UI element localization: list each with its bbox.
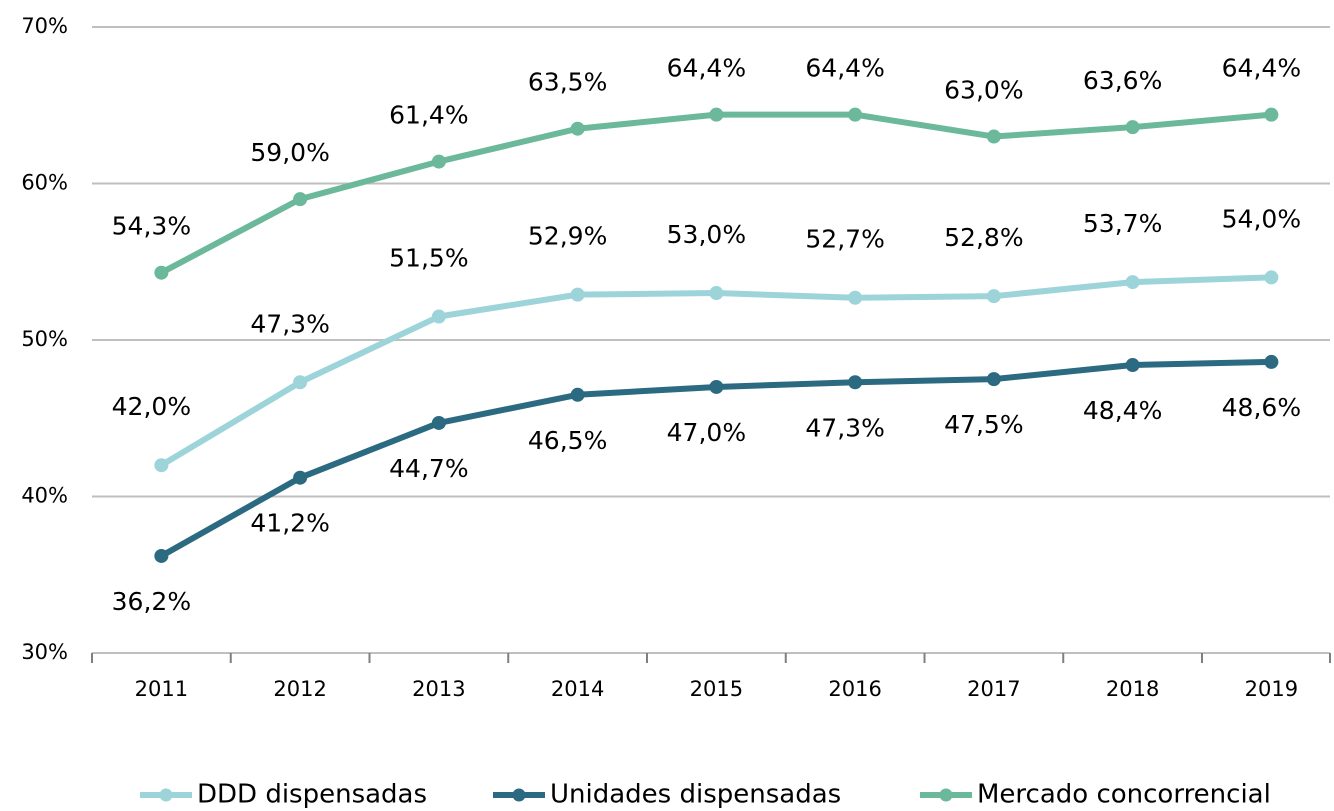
data-label: 48,6% xyxy=(1222,393,1301,422)
point xyxy=(848,375,863,390)
x-tick-label: 2013 xyxy=(412,677,465,701)
point xyxy=(709,379,724,394)
point xyxy=(1125,120,1140,135)
point xyxy=(431,154,446,169)
point xyxy=(1264,270,1279,285)
point xyxy=(154,458,169,473)
point xyxy=(1125,358,1140,373)
data-label: 63,5% xyxy=(528,68,607,97)
point xyxy=(431,415,446,430)
data-label: 64,4% xyxy=(667,54,746,83)
x-tick-label: 2015 xyxy=(690,677,743,701)
point xyxy=(293,375,308,390)
data-label: 47,3% xyxy=(805,413,884,442)
point xyxy=(1125,275,1140,290)
data-label: 47,3% xyxy=(250,309,329,338)
point xyxy=(154,548,169,563)
data-label: 54,3% xyxy=(112,212,191,241)
data-label: 47,5% xyxy=(944,410,1023,439)
point xyxy=(709,107,724,122)
x-tick-label: 2014 xyxy=(551,677,604,701)
data-label: 46,5% xyxy=(528,426,607,455)
data-label: 63,6% xyxy=(1083,66,1162,95)
legend-marker xyxy=(939,788,953,802)
point xyxy=(293,192,308,207)
x-tick-label: 2012 xyxy=(273,677,326,701)
data-label: 52,9% xyxy=(528,222,607,251)
data-label: 52,8% xyxy=(944,223,1023,252)
data-label: 44,7% xyxy=(389,454,468,483)
point xyxy=(709,286,724,301)
data-label: 63,0% xyxy=(944,76,1023,105)
data-label: 53,7% xyxy=(1083,209,1162,238)
data-label: 48,4% xyxy=(1083,396,1162,425)
x-tick-label: 2016 xyxy=(828,677,881,701)
legend-marker xyxy=(512,788,526,802)
data-label: 51,5% xyxy=(389,244,468,273)
legend-label: Mercado concorrencial xyxy=(977,780,1271,810)
point xyxy=(431,309,446,324)
point xyxy=(293,470,308,485)
point xyxy=(570,387,585,402)
legend-label: DDD dispensadas xyxy=(197,780,427,810)
x-tick-label: 2018 xyxy=(1106,677,1159,701)
data-label: 42,0% xyxy=(112,392,191,421)
point xyxy=(986,372,1001,387)
data-label: 47,0% xyxy=(667,418,746,447)
point xyxy=(154,265,169,280)
y-tick-label: 40% xyxy=(21,484,68,508)
y-tick-label: 70% xyxy=(21,14,68,38)
x-tick-label: 2017 xyxy=(967,677,1020,701)
legend-marker xyxy=(159,788,173,802)
data-label: 53,0% xyxy=(667,220,746,249)
point xyxy=(848,290,863,305)
data-label: 41,2% xyxy=(250,509,329,538)
point xyxy=(986,129,1001,144)
y-tick-label: 60% xyxy=(21,171,68,195)
y-tick-label: 50% xyxy=(21,327,68,351)
x-tick-label: 2011 xyxy=(135,677,188,701)
x-tick-label: 2019 xyxy=(1245,677,1298,701)
point xyxy=(986,289,1001,304)
point xyxy=(1264,107,1279,122)
data-label: 64,4% xyxy=(805,54,884,83)
data-label: 36,2% xyxy=(112,587,191,616)
data-label: 64,4% xyxy=(1222,54,1301,83)
point xyxy=(848,107,863,122)
data-label: 59,0% xyxy=(250,138,329,167)
data-label: 61,4% xyxy=(389,101,468,130)
point xyxy=(570,287,585,302)
y-tick-label: 30% xyxy=(21,640,68,664)
point xyxy=(570,121,585,136)
point xyxy=(1264,354,1279,369)
legend-label: Unidades dispensadas xyxy=(550,780,841,810)
data-label: 52,7% xyxy=(805,225,884,254)
data-label: 54,0% xyxy=(1222,204,1301,233)
